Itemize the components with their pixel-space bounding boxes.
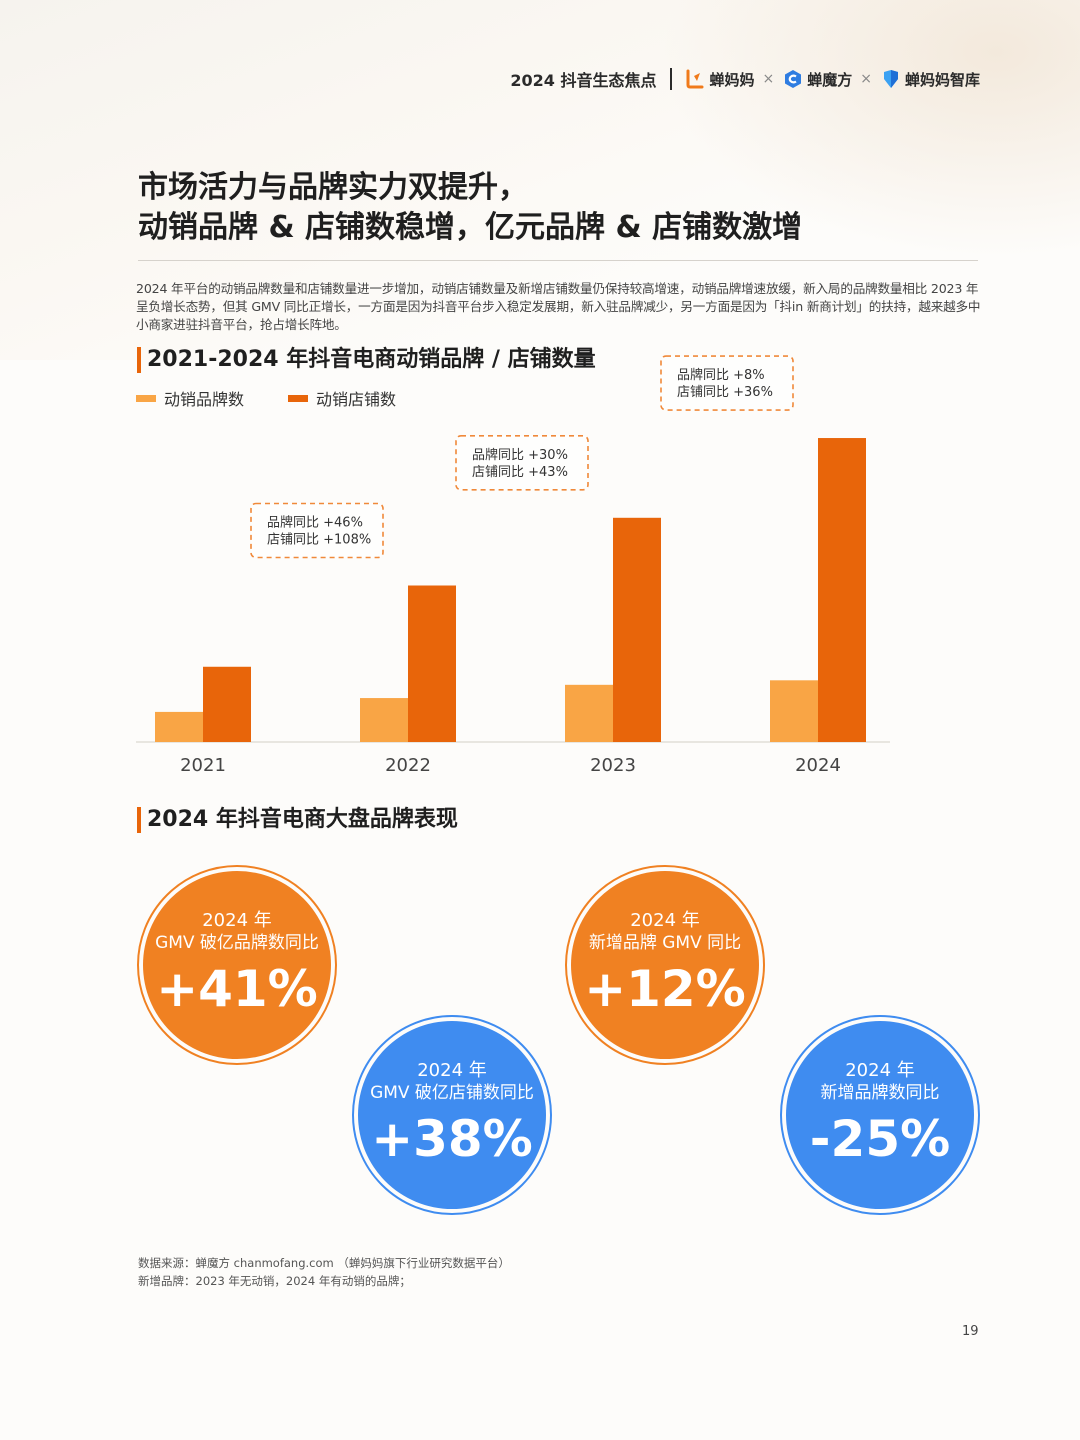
stat-circle-ring [565,865,765,1065]
chanmofang-logo-icon [785,70,802,88]
brand-chanmama: 蝉妈妈 [684,68,755,90]
report-title: 2024 抖音生态焦点 [510,71,657,90]
x-tick-label-2021: 2021 [180,755,226,776]
footnotes: 数据来源：蝉魔方 chanmofang.com （蝉妈妈旗下行业研究数据平台） … [138,1254,510,1290]
brand-label-zhiku: 蝉妈妈智库 [904,70,980,89]
annotation-box [250,502,384,559]
legend-label-stores: 动销店铺数 [316,390,397,409]
x-tick-label-2024: 2024 [795,755,841,776]
legend-label-brands: 动销品牌数 [164,390,245,409]
stat-circle-brand-gmv: 2024 年 GMV 破亿品牌数同比 +41% [137,865,337,1065]
page-title: 市场活力与品牌实力双提升， 动销品牌 & 店铺数稳增，亿元品牌 & 店铺数激增 [138,168,802,248]
bar-brands-2022 [360,698,408,742]
stat-circle-store-gmv: 2024 年 GMV 破亿店铺数同比 +38% [352,1015,552,1215]
page-title-line1: 市场活力与品牌实力双提升， [138,170,528,205]
annotation-text: 品牌同比 +46% [267,515,363,531]
stats-section-title: 2024 年抖音电商大盘品牌表现 [137,807,458,833]
background-decoration [660,0,1080,260]
legend-swatch-stores [288,394,309,402]
bar-stores-2022 [408,585,456,742]
bar-stores-2021 [203,666,251,742]
x-tick-label-2022: 2022 [385,755,431,776]
annotation-2022: 品牌同比 +46% 店铺同比 +108% [250,502,384,559]
bar-brands-2023 [565,684,613,742]
times-separator: × [762,71,775,87]
annotation-box [455,434,589,491]
zhiku-logo-icon [883,70,898,88]
page-title-line2: 动销品牌 & 店铺数稳增，亿元品牌 & 店铺数激增 [138,210,803,245]
brand-label-chanmofang: 蝉魔方 [807,70,853,89]
intro-paragraph: 2024 年平台的动销品牌数量和店铺数量进一步增加，动销店铺数量及新增店铺数量仍… [136,281,981,332]
stat-circle-ring [780,1015,980,1215]
page-header: 2024 抖音生态焦点 蝉妈妈 × 蝉魔方 × 蝉妈妈智库 [510,64,980,94]
page-number: 19 [962,1324,979,1339]
brand-chanmofang: 蝉魔方 [782,68,852,90]
stat-circle-ring [137,865,337,1065]
annotation-2023: 品牌同比 +30% 店铺同比 +43% [455,434,589,491]
annotation-2024: 品牌同比 +8% 店铺同比 +36% [660,355,794,411]
annotation-text: 品牌同比 +8% [677,367,765,383]
footnote-source: 数据来源：蝉魔方 chanmofang.com （蝉妈妈旗下行业研究数据平台） [138,1256,510,1270]
annotation-text: 店铺同比 +36% [677,385,773,400]
chart-legend: 动销品牌数 动销店铺数 [136,386,396,410]
chart-section-title: 2021-2024 年抖音电商动销品牌 / 店铺数量 [137,347,596,373]
annotation-box [660,355,794,411]
brand-chanmama-zhiku: 蝉妈妈智库 [880,68,980,90]
x-tick-label-2023: 2023 [590,755,636,776]
annotation-text: 品牌同比 +30% [472,447,568,463]
annotation-text: 店铺同比 +108% [267,533,371,548]
bar-stores-2024 [818,438,866,742]
times-separator: × [860,71,872,87]
footnote-definition: 新增品牌：2023 年无动销，2024 年有动销的品牌； [138,1274,411,1288]
stat-circle-new-brand-count: 2024 年 新增品牌数同比 -25% [780,1015,980,1215]
chanmama-logo-icon [686,69,704,89]
stat-circle-new-brand-gmv: 2024 年 新增品牌 GMV 同比 +12% [565,865,765,1065]
header-divider [670,68,673,90]
bar-stores-2023 [613,517,661,742]
stat-circle-ring [352,1015,552,1215]
annotation-text: 店铺同比 +43% [472,465,568,480]
legend-item-stores: 动销店铺数 [288,386,396,410]
title-divider [138,260,978,261]
bar-brands-2021 [155,711,203,742]
legend-item-brands: 动销品牌数 [136,386,244,410]
bar-brands-2024 [770,680,818,742]
brand-label-chanmama: 蝉妈妈 [709,70,755,89]
legend-swatch-brands [136,394,156,402]
